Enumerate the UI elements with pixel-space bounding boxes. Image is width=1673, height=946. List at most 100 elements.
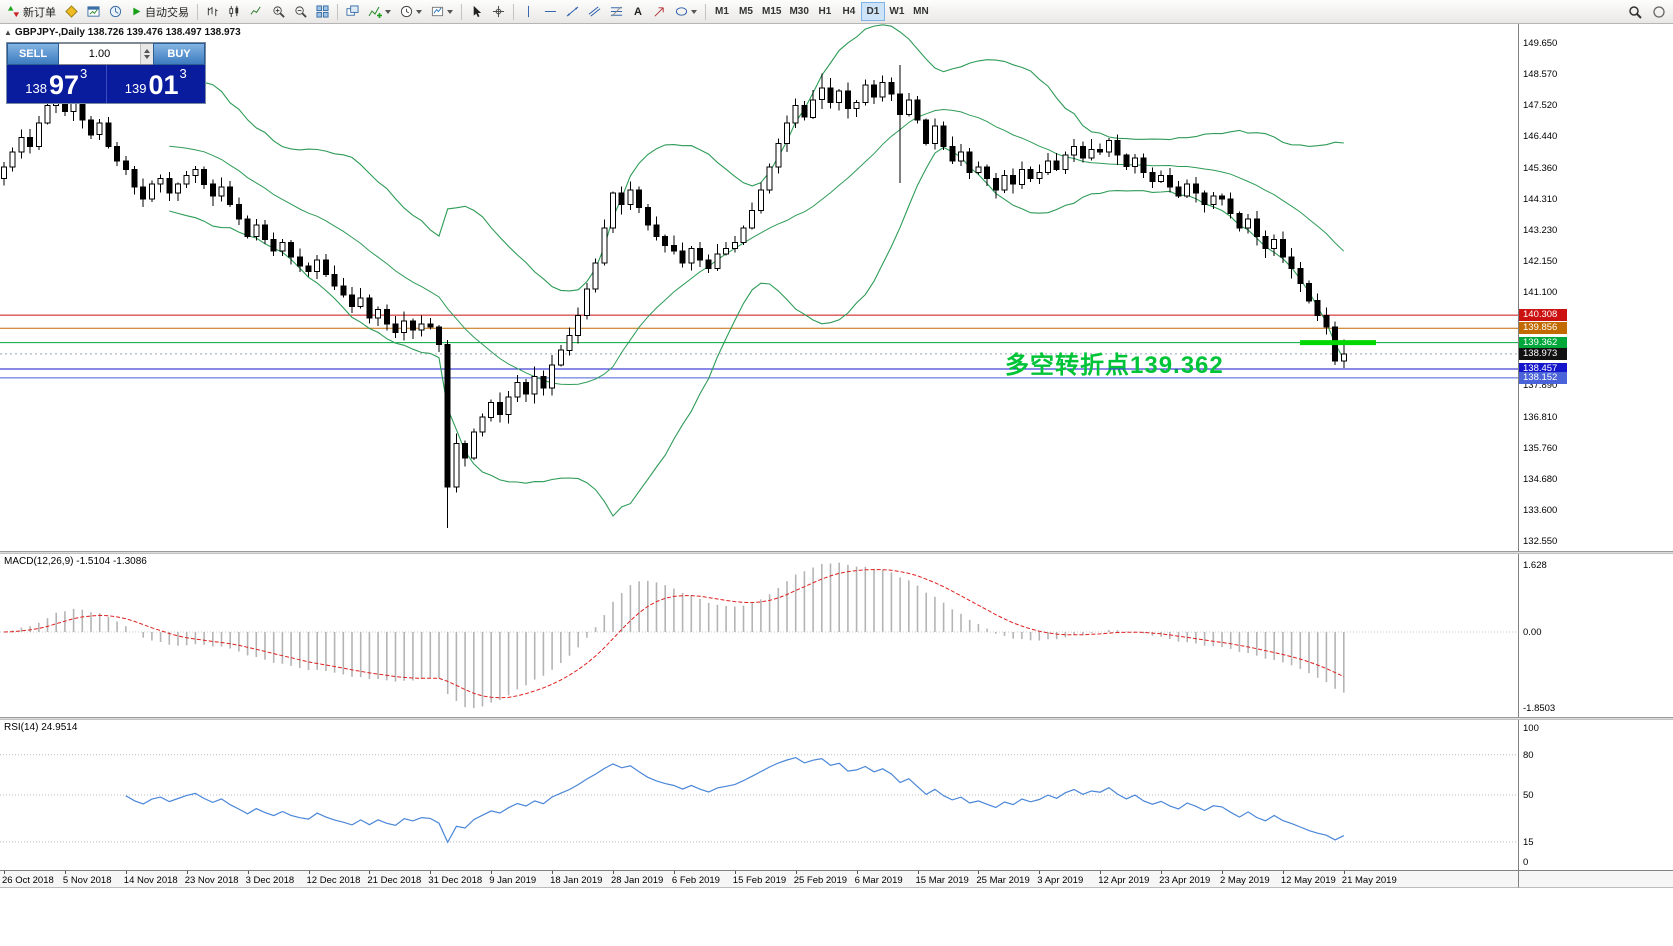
price-tick: 134.680	[1523, 473, 1558, 485]
rsi-price-scale[interactable]: 100 80 50 15 0	[1518, 720, 1673, 870]
date-tick	[917, 871, 919, 874]
timeframe-w1[interactable]: W1	[885, 2, 909, 21]
date-axis-corner	[1518, 870, 1673, 888]
date-tick	[247, 871, 249, 874]
price-level-label: 139.856	[1519, 322, 1567, 335]
price-tick: 143.230	[1523, 224, 1558, 236]
price-level-label: 138.152	[1519, 371, 1567, 384]
main-price-scale[interactable]: 149.650 148.570 147.520 146.440 145.360 144.3…	[1518, 24, 1673, 551]
rsi-window[interactable]: RSI(14) 24.9514	[0, 720, 1518, 870]
bid-big-digits: 97	[48, 70, 79, 100]
text-tool-button[interactable]: A	[628, 2, 648, 22]
vertical-line-icon	[522, 5, 535, 18]
rsi-scale-tick: 15	[1523, 836, 1534, 848]
date-label: 3 Apr 2019	[1037, 875, 1084, 886]
window-splitter[interactable]	[0, 717, 1673, 720]
toolbar-separator	[197, 3, 198, 20]
date-tick	[1039, 871, 1041, 874]
macd-price-scale[interactable]: 1.628 0.00 -1.8503	[1518, 554, 1673, 717]
fibonacci-tool-button[interactable]	[606, 2, 627, 22]
symbols-button[interactable]	[61, 2, 82, 22]
periods-button[interactable]	[396, 2, 426, 22]
timeframe-h4[interactable]: H4	[837, 2, 861, 21]
toolbar-separator	[461, 3, 462, 20]
date-axis[interactable]: 26 Oct 2018 5 Nov 2018 14 Nov 2018 23 Nov 2…	[0, 870, 1518, 888]
timeframe-m5[interactable]: M5	[734, 2, 758, 21]
trendline-tool-button[interactable]	[562, 2, 583, 22]
shapes-tool-button[interactable]	[671, 2, 701, 22]
date-label: 3 Dec 2018	[245, 875, 295, 886]
date-tick	[491, 871, 493, 874]
rsi-scale-tick: 100	[1523, 723, 1539, 734]
date-tick	[4, 871, 5, 874]
price-tick: 136.810	[1523, 411, 1558, 423]
zoom-out-button[interactable]	[290, 2, 311, 22]
date-tick	[673, 871, 675, 874]
timeframe-m30[interactable]: M30	[785, 2, 812, 21]
chart-window-button[interactable]	[83, 2, 104, 22]
date-tick	[125, 871, 127, 874]
candlestick-chart-button[interactable]	[224, 2, 245, 22]
timeframe-d1[interactable]: D1	[860, 2, 885, 21]
horizontal-line-tool-button[interactable]	[540, 2, 561, 22]
timeframe-m15[interactable]: M15	[758, 2, 785, 21]
sell-button[interactable]: SELL	[7, 43, 59, 65]
macd-chart[interactable]	[0, 554, 1518, 717]
rsi-scale-tick: 0	[1523, 857, 1529, 868]
autotrading-button[interactable]: 自动交易	[127, 2, 193, 22]
date-tick	[1161, 871, 1163, 874]
volume-increase-button[interactable]	[144, 49, 150, 53]
volume-box	[59, 43, 153, 65]
autotrading-play-icon	[131, 6, 142, 17]
date-label: 23 Apr 2019	[1159, 875, 1211, 886]
channel-tool-button[interactable]	[584, 2, 605, 22]
buy-button[interactable]: BUY	[153, 43, 205, 65]
data-window-button[interactable]	[105, 2, 126, 22]
bar-chart-button[interactable]	[202, 2, 223, 22]
collapse-panel-toggle[interactable]: ▲	[4, 28, 12, 37]
crosshair-tool-button[interactable]	[488, 2, 509, 22]
vertical-line-tool-button[interactable]	[518, 2, 539, 22]
cursor-tool-button[interactable]	[466, 2, 487, 22]
main-chart-window[interactable]: ▲ GBPJPY-,Daily 138.726 139.476 138.497 1…	[0, 24, 1518, 551]
price-tick: 137.890	[1523, 380, 1558, 392]
rsi-chart[interactable]	[0, 720, 1518, 870]
macd-header: MACD(12,26,9) -1.5104 -1.3086	[4, 556, 147, 567]
price-tick: 147.520	[1523, 100, 1558, 112]
magnifier-button[interactable]	[1624, 2, 1646, 22]
trendline-icon	[566, 5, 579, 18]
line-chart-button[interactable]	[246, 2, 267, 22]
arrow-tool-button[interactable]	[649, 2, 670, 22]
tile-windows-button[interactable]	[312, 2, 333, 22]
volume-decrease-button[interactable]	[144, 55, 150, 59]
price-tick: 144.310	[1523, 193, 1558, 205]
periods-clock-icon	[400, 5, 413, 18]
new-order-button[interactable]: 新订单	[3, 2, 60, 22]
crosshair-icon	[492, 5, 505, 18]
zoom-in-button[interactable]	[268, 2, 289, 22]
tile-windows-icon	[316, 5, 329, 18]
date-label: 21 Dec 2018	[367, 875, 422, 886]
add-indicator-button[interactable]	[364, 2, 395, 22]
templates-button[interactable]	[427, 2, 457, 22]
window-splitter[interactable]	[0, 551, 1673, 554]
bid-pip-digit: 3	[80, 66, 88, 81]
timeframe-mn[interactable]: MN	[909, 2, 933, 21]
date-label: 6 Mar 2019	[854, 875, 903, 886]
volume-input[interactable]	[59, 44, 140, 64]
cascade-windows-button[interactable]	[342, 2, 363, 22]
candlestick-chart[interactable]	[0, 24, 1518, 551]
timeframe-m1[interactable]: M1	[710, 2, 734, 21]
macd-window[interactable]: MACD(12,26,9) -1.5104 -1.3086	[0, 554, 1518, 717]
timeframe-h1[interactable]: H1	[813, 2, 837, 21]
date-label: 25 Mar 2019	[976, 875, 1030, 886]
bar-chart-icon	[206, 5, 219, 18]
ask-big-digits: 01	[148, 70, 179, 100]
date-tick	[978, 871, 980, 874]
date-tick	[1222, 871, 1223, 874]
symbol-ohlc-text: GBPJPY-,Daily 138.726 139.476 138.497 13…	[14, 27, 241, 38]
circle-button[interactable]	[1648, 2, 1670, 22]
date-label: 23 Nov 2018	[184, 875, 239, 886]
data-window-icon	[109, 5, 122, 18]
chart-window-icon	[87, 5, 100, 18]
